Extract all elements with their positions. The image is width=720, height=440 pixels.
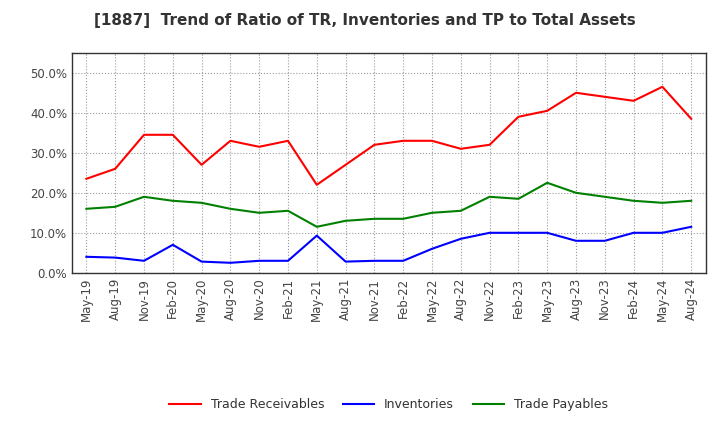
Trade Payables (485, 194, 494, 199)
Text: [1887]  Trend of Ratio of TR, Inventories and TP to Total Assets: [1887] Trend of Ratio of TR, Inventories… (94, 13, 635, 28)
Trade Receivables (485, 142, 494, 147)
Trade Receivables (572, 90, 580, 95)
Trade Receivables (168, 132, 177, 137)
Trade Payables (428, 210, 436, 216)
Line: Trade Receivables: Trade Receivables (86, 87, 691, 185)
Inventories (226, 260, 235, 265)
Trade Receivables (456, 146, 465, 151)
Trade Payables (370, 216, 379, 221)
Trade Payables (658, 200, 667, 205)
Trade Receivables (600, 94, 609, 99)
Trade Receivables (370, 142, 379, 147)
Inventories (399, 258, 408, 264)
Trade Payables (399, 216, 408, 221)
Trade Receivables (658, 84, 667, 89)
Inventories (255, 258, 264, 264)
Inventories (543, 230, 552, 235)
Trade Receivables (312, 182, 321, 187)
Legend: Trade Receivables, Inventories, Trade Payables: Trade Receivables, Inventories, Trade Pa… (164, 393, 613, 416)
Inventories (485, 230, 494, 235)
Trade Receivables (284, 138, 292, 143)
Trade Payables (312, 224, 321, 229)
Trade Receivables (111, 166, 120, 172)
Trade Payables (168, 198, 177, 203)
Trade Receivables (82, 176, 91, 181)
Trade Payables (687, 198, 696, 203)
Inventories (600, 238, 609, 243)
Inventories (514, 230, 523, 235)
Trade Receivables (629, 98, 638, 103)
Trade Receivables (543, 108, 552, 114)
Inventories (428, 246, 436, 251)
Trade Payables (197, 200, 206, 205)
Inventories (168, 242, 177, 247)
Trade Receivables (399, 138, 408, 143)
Trade Payables (629, 198, 638, 203)
Trade Payables (111, 204, 120, 209)
Inventories (197, 259, 206, 264)
Trade Receivables (687, 116, 696, 121)
Inventories (629, 230, 638, 235)
Trade Payables (226, 206, 235, 212)
Trade Receivables (341, 162, 350, 168)
Inventories (111, 255, 120, 260)
Trade Receivables (428, 138, 436, 143)
Trade Receivables (514, 114, 523, 119)
Trade Receivables (255, 144, 264, 150)
Trade Payables (572, 190, 580, 195)
Trade Payables (543, 180, 552, 185)
Trade Payables (284, 208, 292, 213)
Inventories (140, 258, 148, 264)
Trade Payables (255, 210, 264, 216)
Trade Payables (341, 218, 350, 224)
Line: Inventories: Inventories (86, 227, 691, 263)
Inventories (284, 258, 292, 264)
Inventories (658, 230, 667, 235)
Trade Payables (456, 208, 465, 213)
Trade Payables (82, 206, 91, 212)
Inventories (312, 233, 321, 238)
Trade Receivables (140, 132, 148, 137)
Inventories (370, 258, 379, 264)
Trade Receivables (226, 138, 235, 143)
Line: Trade Payables: Trade Payables (86, 183, 691, 227)
Trade Payables (140, 194, 148, 199)
Inventories (456, 236, 465, 242)
Trade Receivables (197, 162, 206, 168)
Inventories (341, 259, 350, 264)
Inventories (572, 238, 580, 243)
Trade Payables (600, 194, 609, 199)
Inventories (82, 254, 91, 260)
Inventories (687, 224, 696, 229)
Trade Payables (514, 196, 523, 202)
